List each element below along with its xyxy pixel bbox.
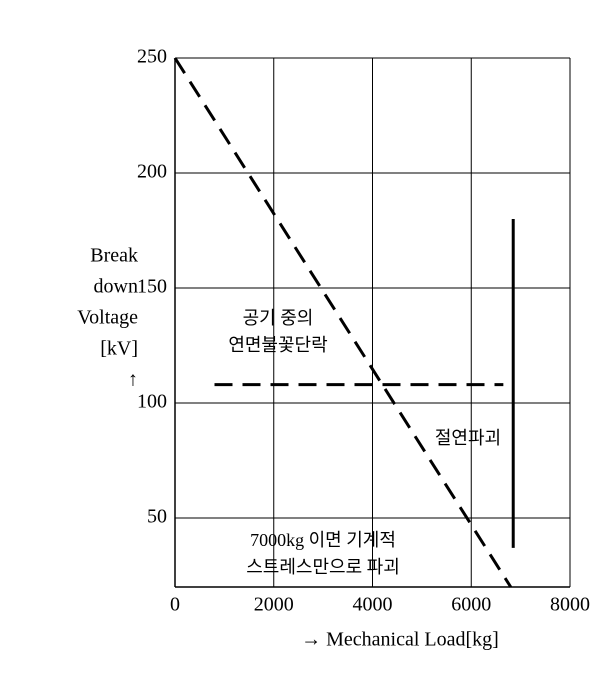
x-axis-label: → Mechanical Load[kg]: [301, 629, 499, 651]
y-tick-label: 150: [137, 276, 167, 298]
y-tick-label: 200: [137, 161, 167, 183]
x-tick-label: 2000: [254, 594, 294, 616]
annotation: 절연파괴: [435, 428, 501, 448]
y-axis-label: ↑: [128, 369, 138, 391]
y-tick-label: 250: [137, 46, 167, 68]
x-tick-label: 6000: [451, 594, 491, 616]
annotation: 공기 중의: [243, 308, 314, 328]
annotation: 연면불꽃단락: [228, 335, 327, 355]
x-tick-label: 0: [170, 594, 180, 616]
x-tick-label: 4000: [353, 594, 393, 616]
annotation: 스트레스만으로 파괴: [246, 557, 400, 577]
annotation: 7000kg 이면 기계적: [250, 530, 396, 550]
y-axis-label: Voltage: [77, 307, 138, 329]
y-axis-label: Break: [90, 245, 138, 267]
data-line: [173, 57, 513, 588]
y-axis-label: [kV]: [100, 338, 138, 360]
y-axis-label: down: [94, 276, 138, 298]
x-tick-label: 8000: [550, 594, 590, 616]
y-tick-label: 50: [147, 506, 167, 528]
y-tick-label: 100: [137, 391, 167, 413]
